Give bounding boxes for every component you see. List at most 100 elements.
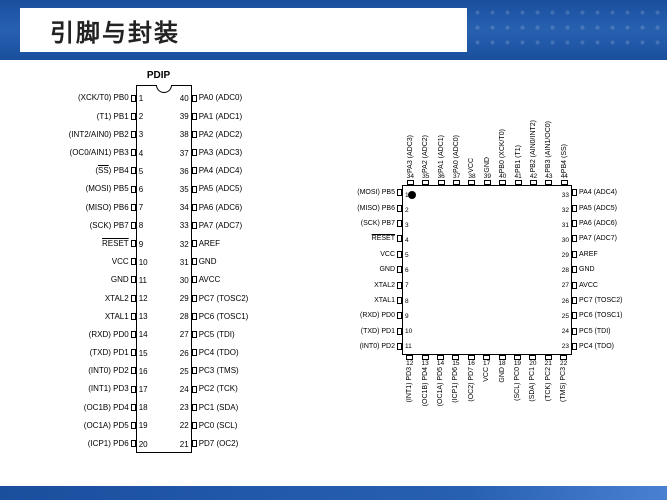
pdip-pin: AREF bbox=[192, 235, 249, 253]
tqfp-pin: VCC bbox=[327, 247, 402, 262]
pdip-pin: (ICP1) PD6 bbox=[69, 435, 136, 453]
tqfp-pin: PB2 (AIN0/INT2)42 bbox=[526, 120, 541, 185]
tqfp-pin: VCC38 bbox=[464, 120, 479, 185]
page-title: 引脚与封装 bbox=[50, 13, 180, 48]
tqfp-right-pins: PA4 (ADC4)PA5 (ADC5)PA6 (ADC6)PA7 (ADC7)… bbox=[572, 185, 657, 355]
tqfp-pin: PB0 (XCK/T0)40 bbox=[495, 120, 510, 185]
tqfp-nums-left: 1234567891011 bbox=[405, 188, 412, 354]
tqfp-pin: 17VCC bbox=[479, 355, 494, 450]
tqfp-pin: 21(TCK) PC2 bbox=[541, 355, 556, 450]
tqfp-pin: AREF bbox=[572, 247, 657, 262]
tqfp-left-pins: (MOSI) PB5(MISO) PB6(SCK) PB7RESETVCCGND… bbox=[327, 185, 402, 355]
pdip-pin: PC7 (TOSC2) bbox=[192, 289, 249, 307]
tqfp-pin: PA3 (ADC3)34 bbox=[403, 120, 418, 185]
tqfp-pin: GND bbox=[327, 262, 402, 277]
tqfp-pin: PA6 (ADC6) bbox=[572, 216, 657, 231]
tqfp-pin: PB3 (AIN1/OC0)43 bbox=[541, 120, 556, 185]
pdip-pin: PA1 (ADC1) bbox=[192, 107, 249, 125]
tqfp-pin: PA0 (ADC0)37 bbox=[449, 120, 464, 185]
pdip-notch bbox=[156, 85, 172, 93]
pdip-pin: AVCC bbox=[192, 271, 249, 289]
tqfp-pin: (MOSI) PB5 bbox=[327, 185, 402, 200]
tqfp-diagram: 1234567891011 3332313029282726252423 (MO… bbox=[327, 70, 657, 480]
pdip-pin: GND bbox=[192, 253, 249, 271]
tqfp-pin: 14(OC1A) PD5 bbox=[433, 355, 448, 450]
pdip-right-pins: PA0 (ADC0)PA1 (ADC1)PA2 (ADC2)PA3 (ADC3)… bbox=[192, 85, 249, 453]
tqfp-pin: PC6 (TOSC1) bbox=[572, 308, 657, 323]
pdip-pin: (INT2/AIN0) PB2 bbox=[69, 125, 136, 143]
tqfp-pin: 22(TMS) PC3 bbox=[556, 355, 571, 450]
tqfp-pin: (SCK) PB7 bbox=[327, 216, 402, 231]
tqfp-pin: PA5 (ADC5) bbox=[572, 200, 657, 215]
pdip-pin: PA4 (ADC4) bbox=[192, 162, 249, 180]
pdip-pin: PA0 (ADC0) bbox=[192, 89, 249, 107]
tqfp-pin: PA4 (ADC4) bbox=[572, 185, 657, 200]
pdip-pin: PC1 (SDA) bbox=[192, 398, 249, 416]
pdip-pin: PA6 (ADC6) bbox=[192, 198, 249, 216]
pdip-chip-body: 1234567891011121314151617181920 40393837… bbox=[136, 85, 192, 453]
tqfp-pin: 15(ICP1) PD6 bbox=[448, 355, 463, 450]
pdip-pin: (RXD) PD0 bbox=[69, 325, 136, 343]
pdip-pin: PC0 (SCL) bbox=[192, 416, 249, 434]
tqfp-pin: 20(SDA) PC1 bbox=[525, 355, 540, 450]
tqfp-pin: PB1 (T1)41 bbox=[510, 120, 525, 185]
content-area: PDIP (XCK/T0) PB0(T1) PB1(INT2/AIN0) PB2… bbox=[10, 70, 657, 480]
tqfp-chip-body: 1234567891011 3332313029282726252423 bbox=[402, 185, 572, 355]
title-bar: 引脚与封装 bbox=[20, 8, 467, 52]
tqfp-pin: XTAL1 bbox=[327, 293, 402, 308]
tqfp-pin: GND39 bbox=[480, 120, 495, 185]
tqfp-pin: PC5 (TDI) bbox=[572, 324, 657, 339]
tqfp-pin: 16(OC2) PD7 bbox=[464, 355, 479, 450]
pdip-pin: (SS) PB4 bbox=[69, 162, 136, 180]
tqfp-pin: (INT0) PD2 bbox=[327, 339, 402, 354]
pdip-pin: PA2 (ADC2) bbox=[192, 125, 249, 143]
pdip-pin: GND bbox=[69, 271, 136, 289]
tqfp-pin: 19(SCL) PC0 bbox=[510, 355, 525, 450]
pdip-pin: (INT1) PD3 bbox=[69, 380, 136, 398]
pdip-pin: PA3 (ADC3) bbox=[192, 144, 249, 162]
tqfp-pin: XTAL2 bbox=[327, 277, 402, 292]
pdip-pin: PC5 (TDI) bbox=[192, 325, 249, 343]
pdip-pin: PA5 (ADC5) bbox=[192, 180, 249, 198]
tqfp-pin: PC4 (TDO) bbox=[572, 339, 657, 354]
pdip-pin: XTAL1 bbox=[69, 307, 136, 325]
pdip-pin: PD7 (OC2) bbox=[192, 435, 249, 453]
tqfp-pin: PA1 (ADC1)36 bbox=[433, 120, 448, 185]
pdip-pin: PC2 (TCK) bbox=[192, 380, 249, 398]
tqfp-pin: AVCC bbox=[572, 277, 657, 292]
pdip-pin: XTAL2 bbox=[69, 289, 136, 307]
pdip-pin: VCC bbox=[69, 253, 136, 271]
pdip-nums-left: 1234567891011121314151617181920 bbox=[139, 90, 148, 454]
tqfp-top-pins: PB4 (SS)44PB3 (AIN1/OC0)43PB2 (AIN0/INT2… bbox=[402, 120, 572, 185]
tqfp-pin: RESET bbox=[327, 231, 402, 246]
pdip-pin: PA7 (ADC7) bbox=[192, 216, 249, 234]
tqfp-pin: PA2 (ADC2)35 bbox=[418, 120, 433, 185]
tqfp-pin: PB4 (SS)44 bbox=[557, 120, 572, 185]
pdip-pin: (OC1B) PD4 bbox=[69, 398, 136, 416]
pdip-pin: (MISO) PB6 bbox=[69, 198, 136, 216]
pdip-diagram: PDIP (XCK/T0) PB0(T1) PB1(INT2/AIN0) PB2… bbox=[10, 70, 307, 480]
pdip-pin: PC3 (TMS) bbox=[192, 362, 249, 380]
pdip-pin: PC6 (TOSC1) bbox=[192, 307, 249, 325]
tqfp-pin: 18GND bbox=[494, 355, 509, 450]
pdip-pin: (OC1A) PD5 bbox=[69, 416, 136, 434]
pdip-pin: (XCK/T0) PB0 bbox=[69, 89, 136, 107]
slide-header: 引脚与封装 bbox=[0, 0, 667, 60]
pdip-pin: PC4 (TDO) bbox=[192, 344, 249, 362]
tqfp-bottom-pins: 12(INT1) PD313(OC1B) PD414(OC1A) PD515(I… bbox=[402, 355, 572, 450]
tqfp-pin: (MISO) PB6 bbox=[327, 200, 402, 215]
pdip-title: PDIP bbox=[10, 70, 307, 81]
pdip-pin: (OC0/AIN1) PB3 bbox=[69, 144, 136, 162]
pdip-nums-right: 4039383736353433323130292827262524232221 bbox=[180, 90, 189, 454]
tqfp-pin: PC7 (TOSC2) bbox=[572, 293, 657, 308]
pdip-pin: (T1) PB1 bbox=[69, 107, 136, 125]
tqfp-pin: (TXD) PD1 bbox=[327, 324, 402, 339]
pdip-pin: (SCK) PB7 bbox=[69, 216, 136, 234]
tqfp-pin: PA7 (ADC7) bbox=[572, 231, 657, 246]
tqfp-pin: (RXD) PD0 bbox=[327, 308, 402, 323]
pdip-pin: (TXD) PD1 bbox=[69, 344, 136, 362]
tqfp-pin: 12(INT1) PD3 bbox=[402, 355, 417, 450]
pdip-left-pins: (XCK/T0) PB0(T1) PB1(INT2/AIN0) PB2(OC0/… bbox=[69, 85, 136, 453]
pdip-pin: (INT0) PD2 bbox=[69, 362, 136, 380]
pdip-pin: (MOSI) PB5 bbox=[69, 180, 136, 198]
